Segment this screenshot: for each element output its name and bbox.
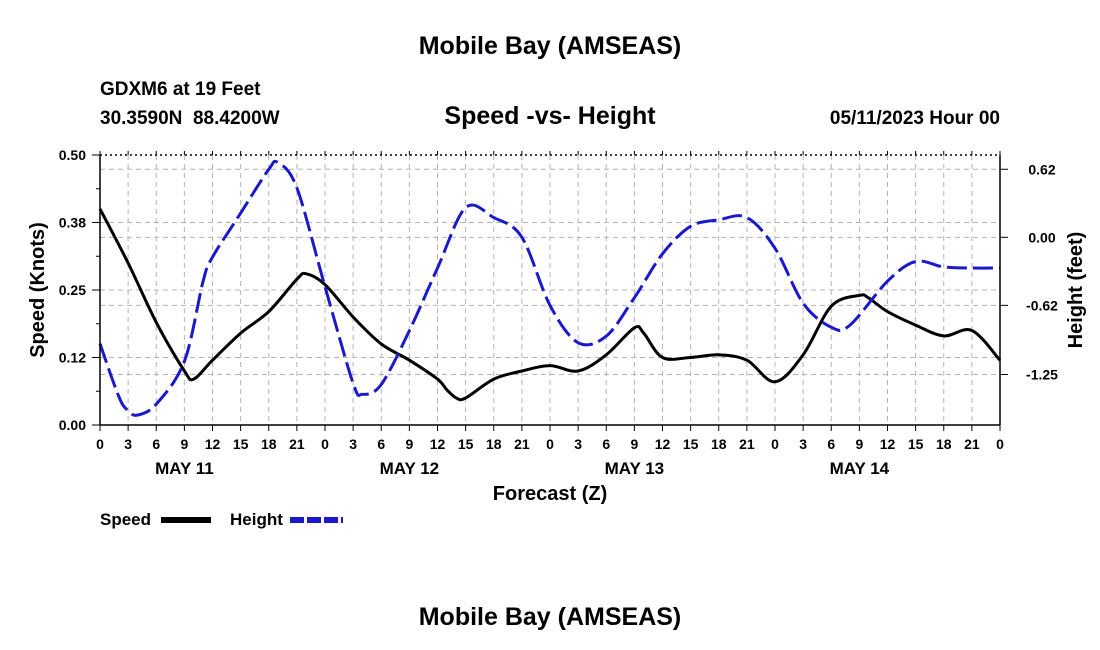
x-tick-label: 18 xyxy=(261,436,277,452)
series-line-speed xyxy=(98,208,1002,402)
y-left-tick-label: 0.25 xyxy=(59,282,86,298)
x-tick-label: 0 xyxy=(321,436,329,452)
legend-height-label: Height xyxy=(230,510,283,529)
series-layer xyxy=(98,159,1002,417)
y-right-tick-label: 0.00 xyxy=(1028,229,1055,245)
x-tick-label: 3 xyxy=(799,436,807,452)
x-tick-label: 15 xyxy=(458,436,474,452)
x-tick-label: 18 xyxy=(936,436,952,452)
x-tick-label: 6 xyxy=(827,436,835,452)
x-tick-label: 3 xyxy=(124,436,132,452)
x-axis-label: Forecast (Z) xyxy=(493,483,607,505)
series-line-height xyxy=(98,159,1001,417)
y-axis-left-label: Speed (Knots) xyxy=(27,222,49,358)
tick-labels: 0 3 6 9 12 15 18 21 0 3 6 9 12 15 18 21 0 3 6 9 12 15 18 21 0 3 6 9… xyxy=(59,147,1058,478)
footer-title: Mobile Bay (AMSEAS) xyxy=(419,603,682,631)
x-tick-label: 12 xyxy=(205,436,221,452)
x-tick-label: 6 xyxy=(602,436,610,452)
date-label: 05/11/2023 Hour 00 xyxy=(830,108,1000,129)
x-tick-label: 3 xyxy=(349,436,357,452)
grid xyxy=(100,155,1000,425)
x-day-label: MAY 13 xyxy=(605,459,665,478)
x-tick-label: 12 xyxy=(880,436,896,452)
x-tick-label: 21 xyxy=(514,436,530,452)
y-left-tick-label: 0.00 xyxy=(59,417,86,433)
y-axis-right-label: Height (feet) xyxy=(1065,232,1087,349)
x-tick-label: 15 xyxy=(233,436,249,452)
x-tick-label: 18 xyxy=(711,436,727,452)
legend: Speed Height xyxy=(100,510,343,529)
x-day-label: MAY 11 xyxy=(155,459,214,478)
x-tick-label: 21 xyxy=(739,436,755,452)
chart-title: Speed -vs- Height xyxy=(444,102,656,130)
y-left-tick-label: 0.12 xyxy=(59,350,86,366)
x-tick-label: 9 xyxy=(405,436,413,452)
x-tick-label: 3 xyxy=(574,436,582,452)
site-title: Mobile Bay (AMSEAS) xyxy=(419,32,682,60)
x-tick-label: 9 xyxy=(180,436,188,452)
station-label: GDXM6 at 19 Feet xyxy=(100,79,261,100)
x-tick-label: 6 xyxy=(152,436,160,452)
x-tick-label: 21 xyxy=(289,436,305,452)
x-tick-label: 0 xyxy=(96,436,104,452)
x-tick-label: 18 xyxy=(486,436,502,452)
x-tick-label: 9 xyxy=(855,436,863,452)
y-left-tick-label: 0.50 xyxy=(59,147,86,163)
x-tick-label: 15 xyxy=(683,436,699,452)
y-right-tick-label: -0.62 xyxy=(1026,297,1058,313)
x-tick-label: 0 xyxy=(996,436,1004,452)
y-right-tick-label: 0.62 xyxy=(1028,161,1055,177)
axes xyxy=(92,151,1008,431)
x-tick-label: 0 xyxy=(546,436,554,452)
legend-speed-label: Speed xyxy=(100,510,151,529)
x-tick-label: 15 xyxy=(908,436,924,452)
y-right-tick-label: -1.25 xyxy=(1026,367,1058,383)
x-day-label: MAY 14 xyxy=(830,459,890,478)
coordinates-label: 30.3590N 88.4200W xyxy=(100,108,280,129)
x-tick-label: 12 xyxy=(655,436,671,452)
x-tick-label: 6 xyxy=(377,436,385,452)
x-tick-label: 21 xyxy=(964,436,980,452)
x-tick-label: 0 xyxy=(771,436,779,452)
x-tick-label: 9 xyxy=(630,436,638,452)
x-day-label: MAY 12 xyxy=(380,459,440,478)
x-tick-label: 12 xyxy=(430,436,446,452)
y-left-tick-label: 0.38 xyxy=(59,215,86,231)
